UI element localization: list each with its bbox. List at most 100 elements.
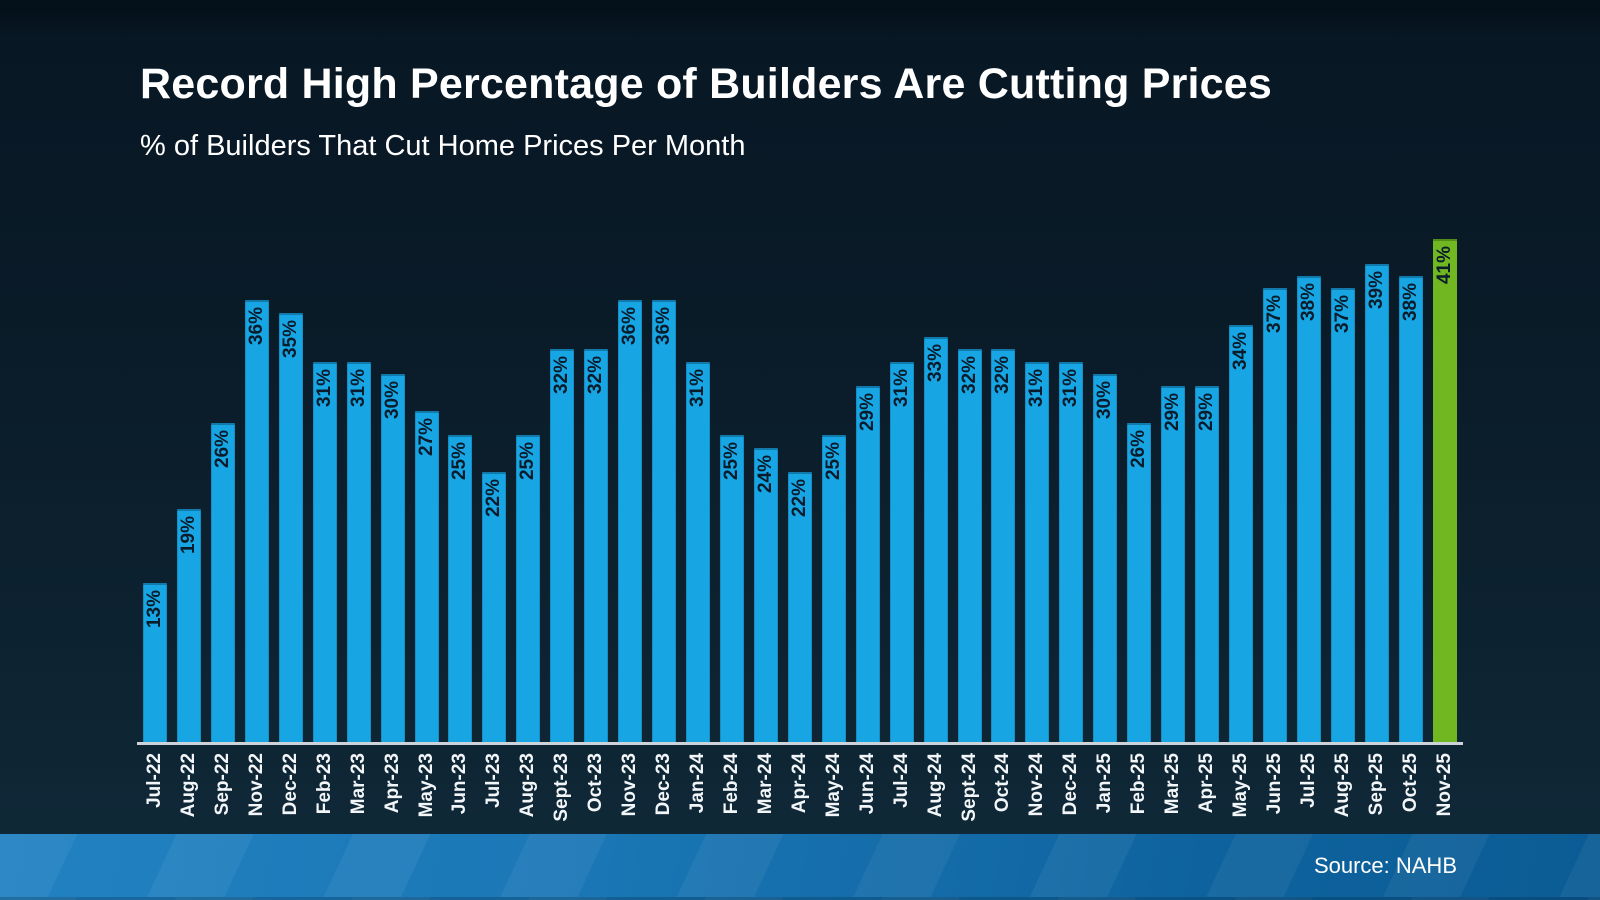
bar-value-label: 25%: [449, 442, 471, 481]
x-axis-slot: Dec-24: [1059, 753, 1083, 815]
x-axis-label: Jun-25: [1263, 753, 1285, 815]
x-axis-label: Nov-25: [1433, 753, 1455, 817]
x-axis-slot: Nov-22: [245, 753, 269, 816]
x-axis-slot: Mar-24: [754, 753, 778, 814]
x-axis-slot: Nov-23: [618, 753, 642, 816]
x-axis-label: Apr-25: [1196, 753, 1218, 814]
x-axis-slot: Aug-25: [1331, 753, 1355, 817]
bar-value-label: 29%: [1196, 393, 1218, 432]
x-axis-slot: Apr-23: [381, 753, 405, 813]
bar-feb-25: 26%: [1127, 423, 1152, 742]
x-axis-label: Oct-25: [1399, 753, 1421, 813]
bar-aug-23: 25%: [516, 435, 541, 742]
bar-mar-23: 31%: [346, 361, 371, 742]
bar-sept-24: 32%: [957, 349, 982, 742]
x-axis-label: Dec-23: [653, 753, 675, 816]
x-axis-slot: Jul-24: [890, 753, 914, 808]
bar-oct-23: 32%: [584, 349, 609, 742]
source-text: Source: NAHB: [1313, 852, 1457, 878]
bar-value-label: 31%: [687, 368, 708, 407]
bar-nov-23: 36%: [618, 300, 643, 742]
x-axis-label: Aug-23: [517, 753, 539, 818]
bar-value-label: 32%: [585, 356, 607, 395]
bar-value-label: 29%: [1162, 393, 1184, 432]
x-axis-slot: Jun-24: [856, 753, 880, 814]
bar-may-25: 34%: [1229, 324, 1253, 742]
x-axis-label: Feb-23: [313, 753, 335, 815]
chart-subtitle: % of Builders That Cut Home Prices Per M…: [140, 130, 746, 162]
bar-jul-24: 31%: [889, 361, 914, 742]
x-axis-label: May-24: [822, 753, 844, 818]
x-axis-slot: Jan-25: [1093, 753, 1117, 813]
x-axis-label: Jan-24: [687, 753, 708, 814]
bar-jul-25: 38%: [1296, 275, 1321, 742]
top-strip: [0, 0, 1600, 12]
bar-value-label: 31%: [313, 368, 335, 407]
bar-dec-23: 36%: [652, 300, 677, 742]
bar-value-label: 35%: [279, 319, 301, 358]
bar-jun-24: 29%: [855, 386, 880, 742]
x-axis-slot: Oct-23: [584, 753, 608, 812]
x-axis-label: Sept-24: [958, 753, 980, 822]
bar-value-label: 37%: [1263, 295, 1285, 334]
bar-apr-24: 22%: [787, 472, 812, 742]
bar-sept-23: 32%: [550, 349, 575, 742]
x-axis-slot: May-24: [822, 753, 846, 817]
x-axis-slot: Feb-25: [1127, 753, 1151, 814]
x-axis-label: May-23: [415, 753, 437, 818]
x-axis-label: Nov-22: [245, 753, 267, 817]
x-axis-line: [137, 742, 1463, 745]
x-axis-label: Apr-24: [788, 753, 810, 814]
x-axis-label: Jun-24: [856, 753, 878, 815]
bar-aug-25: 37%: [1330, 288, 1355, 742]
bar-may-24: 25%: [821, 435, 846, 742]
x-axis-label: Nov-23: [619, 753, 641, 817]
bar-apr-25: 29%: [1195, 386, 1220, 742]
x-axis-label: Nov-24: [1026, 753, 1048, 817]
bar-value-label: 37%: [1331, 295, 1353, 334]
x-axis-label: Mar-23: [347, 753, 369, 815]
bar-nov-24: 31%: [1025, 361, 1050, 742]
bar-sep-22: 26%: [210, 423, 235, 742]
bar-oct-25: 38%: [1398, 275, 1423, 742]
bar-jan-25: 30%: [1093, 374, 1118, 742]
bar-may-23: 27%: [414, 410, 439, 742]
x-axis-slot: Sept-24: [958, 753, 982, 822]
x-axis-label: Aug-22: [177, 753, 199, 818]
bar-value-label: 29%: [856, 393, 878, 432]
x-axis-slot: Jul-22: [143, 753, 167, 808]
bar-apr-23: 30%: [380, 374, 405, 742]
x-axis-slot: Oct-24: [991, 753, 1015, 812]
bar-value-label: 31%: [347, 368, 369, 407]
bar-mar-25: 29%: [1161, 386, 1186, 742]
bar-value-label: 39%: [1365, 270, 1387, 309]
bar-jul-23: 22%: [482, 472, 507, 742]
x-axis-slot: Feb-23: [313, 753, 337, 814]
bar-value-label: 30%: [1094, 381, 1116, 420]
bar-sep-25: 39%: [1364, 263, 1389, 742]
bar-aug-22: 19%: [176, 508, 201, 742]
bar-jun-25: 37%: [1262, 288, 1287, 742]
bar-value-label: 34%: [1230, 331, 1251, 370]
x-axis-slot: Sep-25: [1365, 753, 1389, 815]
x-axis-label: Mar-25: [1162, 753, 1184, 815]
bar-nov-22: 36%: [244, 300, 269, 742]
x-axis-slot: Oct-25: [1399, 753, 1423, 812]
bar-value-label: 41%: [1433, 246, 1455, 285]
bar-mar-24: 24%: [753, 447, 778, 742]
x-axis-label: Dec-22: [279, 753, 301, 816]
bar-value-label: 24%: [754, 454, 776, 493]
x-axis-slot: Aug-23: [516, 753, 540, 817]
x-axis-label: Aug-25: [1331, 753, 1353, 818]
bar-value-label: 22%: [483, 479, 505, 518]
bar-value-label: 32%: [958, 356, 980, 395]
bar-value-label: 32%: [551, 356, 573, 395]
bar-dec-24: 31%: [1059, 361, 1084, 742]
x-axis-label: Dec-24: [1060, 753, 1082, 816]
x-axis-slot: Apr-24: [788, 753, 812, 813]
x-axis-slot: Sep-22: [211, 753, 235, 815]
x-axis-slot: Jan-24: [686, 753, 710, 813]
footer-bar: Source: NAHB: [0, 834, 1600, 900]
